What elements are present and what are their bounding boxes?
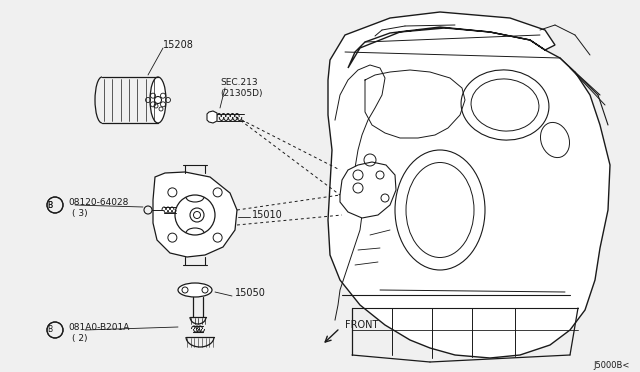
Text: 15050: 15050 <box>235 288 266 298</box>
Polygon shape <box>207 111 217 123</box>
Text: B: B <box>47 326 52 334</box>
Text: 15208: 15208 <box>163 40 194 50</box>
Ellipse shape <box>150 77 166 123</box>
Text: ( 2): ( 2) <box>72 334 88 343</box>
Text: FRONT: FRONT <box>345 320 378 330</box>
Text: B: B <box>47 201 52 209</box>
Text: ( 3): ( 3) <box>72 208 88 218</box>
Text: (21305D): (21305D) <box>220 89 262 97</box>
Ellipse shape <box>178 283 212 297</box>
Text: 15010: 15010 <box>252 210 283 220</box>
Text: B: B <box>47 201 52 209</box>
Polygon shape <box>340 162 396 218</box>
Text: SEC.213: SEC.213 <box>220 77 258 87</box>
Circle shape <box>47 197 63 213</box>
Text: 081A0-B201A: 081A0-B201A <box>68 323 129 331</box>
Polygon shape <box>153 172 237 257</box>
Polygon shape <box>328 12 610 358</box>
Text: J5000B<: J5000B< <box>594 360 630 369</box>
Circle shape <box>47 322 63 338</box>
Text: 08120-64028: 08120-64028 <box>68 198 129 206</box>
